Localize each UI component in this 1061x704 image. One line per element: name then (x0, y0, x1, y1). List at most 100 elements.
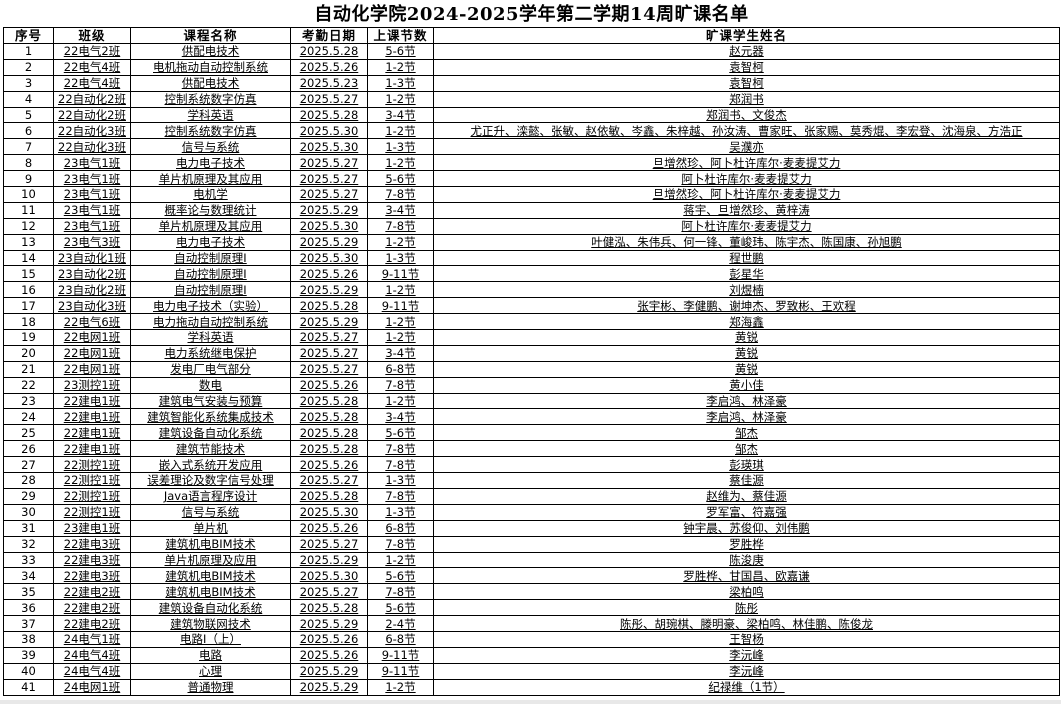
cell-course[interactable]: 单片机原理及其应用 (130, 217, 291, 235)
cell-index[interactable]: 14 (3, 249, 54, 267)
cell-students[interactable]: 罗军富、符嘉强 (433, 503, 1060, 521)
cell-date[interactable]: 2025.5.28 (290, 440, 368, 458)
cell-students[interactable]: 纪禄维（1节） (433, 678, 1060, 696)
cell-course[interactable]: 电力电子技术 (130, 154, 291, 172)
cell-students[interactable]: 蒋宇、旦增然珍、黄梓涛 (433, 201, 1060, 219)
cell-class[interactable]: 22自动化2班 (53, 106, 131, 124)
cell-students[interactable]: 邹杰 (433, 424, 1060, 442)
cell-index[interactable]: 38 (3, 630, 54, 648)
cell-course[interactable]: 控制系统数字仿真 (130, 90, 291, 108)
cell-class[interactable]: 22电气6班 (53, 313, 131, 331)
cell-class[interactable]: 24电气4班 (53, 646, 131, 664)
cell-students[interactable]: 郑海鑫 (433, 313, 1060, 331)
cell-periods[interactable]: 7-8节 (367, 440, 434, 458)
cell-class[interactable]: 22电网1班 (53, 344, 131, 362)
cell-index[interactable]: 9 (3, 170, 54, 188)
cell-index[interactable]: 29 (3, 487, 54, 505)
cell-periods[interactable]: 7-8节 (367, 376, 434, 394)
header-students[interactable]: 旷课学生姓名 (433, 27, 1060, 44)
cell-class[interactable]: 22电气4班 (53, 74, 131, 92)
cell-class[interactable]: 23自动化2班 (53, 265, 131, 283)
cell-course[interactable]: 概率论与数理统计 (130, 201, 291, 219)
cell-periods[interactable]: 9-11节 (367, 297, 434, 315)
cell-course[interactable]: 电力系统继电保护 (130, 344, 291, 362)
cell-course[interactable]: 建筑智能化系统集成技术 (130, 408, 291, 426)
cell-students[interactable]: 蔡佳源 (433, 472, 1060, 489)
cell-periods[interactable]: 7-8节 (367, 583, 434, 601)
cell-class[interactable]: 23电气3班 (53, 233, 131, 251)
cell-date[interactable]: 2025.5.27 (290, 472, 368, 489)
cell-class[interactable]: 22电气4班 (53, 58, 131, 76)
cell-course[interactable]: 信号与系统 (130, 503, 291, 521)
cell-class[interactable]: 24电气1班 (53, 630, 131, 648)
cell-date[interactable]: 2025.5.27 (290, 170, 368, 188)
cell-periods[interactable]: 5-6节 (367, 43, 434, 60)
cell-course[interactable]: 电机学 (130, 186, 291, 203)
cell-course[interactable]: 单片机原理及其应用 (130, 170, 291, 188)
cell-students[interactable]: 钟宇晨、苏俊仰、刘伟鹏 (433, 519, 1060, 537)
cell-course[interactable]: 学科英语 (130, 329, 291, 346)
header-index[interactable]: 序号 (3, 27, 54, 44)
cell-index[interactable]: 26 (3, 440, 54, 458)
cell-students[interactable]: 黄锐 (433, 329, 1060, 346)
cell-students[interactable]: 罗胜桦、甘国昌、欧嘉谦 (433, 567, 1060, 585)
cell-periods[interactable]: 7-8节 (367, 535, 434, 553)
cell-index[interactable]: 24 (3, 408, 54, 426)
cell-class[interactable]: 23建电1班 (53, 519, 131, 537)
cell-index[interactable]: 5 (3, 106, 54, 124)
cell-class[interactable]: 22自动化2班 (53, 90, 131, 108)
cell-class[interactable]: 22电网1班 (53, 360, 131, 378)
cell-course[interactable]: 自动控制原理Ⅰ (130, 281, 291, 299)
cell-students[interactable]: 旦增然珍、阿卜杜许库尔·麦麦提艾力 (433, 154, 1060, 172)
cell-class[interactable]: 22建电3班 (53, 535, 131, 553)
cell-course[interactable]: 建筑物联网技术 (130, 615, 291, 632)
cell-students[interactable]: 袁智柯 (433, 58, 1060, 76)
cell-course[interactable]: 心理 (130, 662, 291, 680)
cell-students[interactable]: 郑润书、文俊杰 (433, 106, 1060, 124)
cell-students[interactable]: 旦增然珍、阿卜杜许库尔·麦麦提艾力 (433, 186, 1060, 203)
cell-date[interactable]: 2025.5.28 (290, 487, 368, 505)
cell-index[interactable]: 15 (3, 265, 54, 283)
cell-course[interactable]: 数电 (130, 376, 291, 394)
cell-date[interactable]: 2025.5.27 (290, 583, 368, 601)
cell-students[interactable]: 尤正升、滦懿、张敏、赵依敏、岑鑫、朱梓越、孙汝涛、曹家旺、张家赐、莫秀焜、李宏登… (433, 122, 1060, 140)
cell-index[interactable]: 13 (3, 233, 54, 251)
cell-students[interactable]: 陈彤 (433, 599, 1060, 617)
cell-class[interactable]: 23自动化2班 (53, 281, 131, 299)
cell-class[interactable]: 22建电1班 (53, 440, 131, 458)
cell-course[interactable]: 供配电技术 (130, 74, 291, 92)
cell-periods[interactable]: 1-2节 (367, 58, 434, 76)
cell-date[interactable]: 2025.5.26 (290, 646, 368, 664)
cell-class[interactable]: 23电气1班 (53, 217, 131, 235)
cell-index[interactable]: 39 (3, 646, 54, 664)
cell-periods[interactable]: 1-3节 (367, 249, 434, 267)
cell-index[interactable]: 16 (3, 281, 54, 299)
cell-class[interactable]: 23自动化1班 (53, 249, 131, 267)
cell-students[interactable]: 阿卜杜许库尔·麦麦提艾力 (433, 170, 1060, 188)
cell-periods[interactable]: 9-11节 (367, 662, 434, 680)
cell-date[interactable]: 2025.5.27 (290, 186, 368, 203)
cell-class[interactable]: 22建电3班 (53, 567, 131, 585)
cell-periods[interactable]: 1-2节 (367, 233, 434, 251)
cell-date[interactable]: 2025.5.27 (290, 344, 368, 362)
cell-date[interactable]: 2025.5.27 (290, 329, 368, 346)
cell-index[interactable]: 19 (3, 329, 54, 346)
cell-course[interactable]: Java语言程序设计 (130, 487, 291, 505)
cell-index[interactable]: 21 (3, 360, 54, 378)
cell-periods[interactable]: 1-2节 (367, 281, 434, 299)
cell-class[interactable]: 22建电2班 (53, 583, 131, 601)
cell-index[interactable]: 33 (3, 551, 54, 569)
cell-course[interactable]: 供配电技术 (130, 43, 291, 60)
cell-date[interactable]: 2025.5.28 (290, 106, 368, 124)
cell-students[interactable]: 阿卜杜许库尔·麦麦提艾力 (433, 217, 1060, 235)
cell-course[interactable]: 电机拖动自动控制系统 (130, 58, 291, 76)
cell-periods[interactable]: 7-8节 (367, 186, 434, 203)
cell-students[interactable]: 吴濮亦 (433, 138, 1060, 156)
cell-index[interactable]: 1 (3, 43, 54, 60)
cell-course[interactable]: 建筑设备自动化系统 (130, 599, 291, 617)
cell-index[interactable]: 37 (3, 615, 54, 632)
cell-index[interactable]: 27 (3, 456, 54, 474)
cell-periods[interactable]: 7-8节 (367, 217, 434, 235)
cell-date[interactable]: 2025.5.28 (290, 392, 368, 410)
cell-students[interactable]: 彭星华 (433, 265, 1060, 283)
